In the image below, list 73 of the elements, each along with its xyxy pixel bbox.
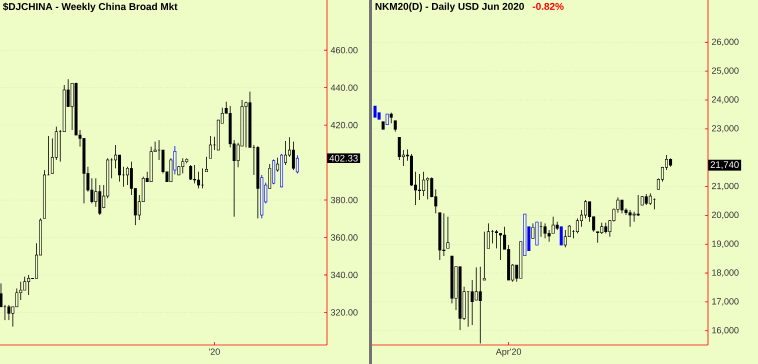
candlestick	[474, 266, 478, 300]
candlestick	[7, 304, 10, 320]
candlestick	[204, 156, 208, 172]
candlestick	[0, 282, 2, 308]
y-tick-label: 340.00	[330, 272, 358, 278]
candlestick	[604, 222, 608, 234]
candlestick	[632, 211, 636, 222]
candlestick	[418, 174, 422, 200]
candlestick	[272, 158, 276, 185]
chart-title: $DJCHINA - Weekly China Broad Mkt	[2, 2, 178, 12]
candlestick	[494, 230, 498, 249]
y-tick-label: 23,000	[712, 125, 739, 133]
y-tick-label: 17,000	[712, 298, 739, 306]
y-tick-label: 420.00	[330, 122, 358, 128]
candlestick	[535, 222, 538, 246]
y-tick-label: 460.00	[330, 47, 358, 54]
candlestick	[552, 216, 555, 234]
candlestick	[126, 166, 129, 186]
candlestick	[644, 194, 648, 206]
text: 402.33	[329, 154, 358, 162]
candlestick	[442, 212, 446, 256]
candlestick	[181, 158, 184, 174]
candlestick	[118, 154, 122, 182]
candlestick	[189, 164, 192, 180]
chart-title: NKM20(D) - Daily USD Jun 2020	[376, 2, 524, 12]
candlestick	[478, 266, 482, 344]
candlestick	[564, 230, 567, 248]
candlestick	[296, 154, 299, 174]
candlestick	[426, 176, 430, 200]
candlestick	[482, 231, 486, 280]
candlestick	[620, 200, 624, 214]
candlestick	[600, 222, 604, 234]
y-tick-label: 20,000	[712, 212, 739, 220]
y-tick-label: 24,000	[712, 96, 739, 104]
candlestick	[648, 192, 652, 206]
y-tick-label: 26,000	[712, 38, 739, 46]
candlestick	[208, 136, 212, 159]
y-tick-label: 25,000	[712, 67, 739, 75]
candlestick	[422, 171, 426, 196]
y-tick-label: 21,000	[712, 182, 739, 190]
candlestick	[584, 200, 588, 219]
y-tick-label: 19,000	[712, 240, 739, 248]
candlestick	[244, 101, 248, 148]
y-tick-label: 16,000	[712, 327, 739, 334]
candlestick	[374, 106, 377, 118]
candlestick	[628, 210, 632, 228]
candlestick	[394, 120, 397, 132]
candlestick	[197, 171, 200, 189]
candlestick	[576, 218, 579, 234]
candlestick	[560, 226, 563, 246]
candlestick	[636, 194, 640, 216]
y-tick-label: 320.00	[330, 309, 358, 316]
text: 21,740	[710, 161, 739, 170]
candlestick	[386, 114, 389, 125]
x-tick-label: '20	[208, 348, 220, 355]
candlestick	[292, 141, 295, 170]
candlestick	[27, 274, 30, 296]
y-tick-label: 440.00	[330, 84, 358, 91]
y-tick-label: 380.00	[330, 196, 358, 204]
candlestick	[398, 136, 401, 160]
candlestick	[390, 112, 393, 124]
y-tick-label: 360.00	[330, 234, 358, 241]
candlestick	[193, 164, 196, 184]
y-tick-label: 18,000	[712, 269, 739, 277]
candlestick	[499, 232, 502, 260]
chart-subtitle: -0.82%	[532, 2, 564, 10]
x-tick-label: Apr'20	[496, 348, 522, 357]
candlestick	[486, 222, 490, 249]
candlestick	[470, 280, 474, 326]
candlestick	[23, 276, 26, 291]
candlestick	[446, 216, 450, 249]
candlestick	[544, 222, 547, 239]
candlestick	[98, 184, 102, 216]
